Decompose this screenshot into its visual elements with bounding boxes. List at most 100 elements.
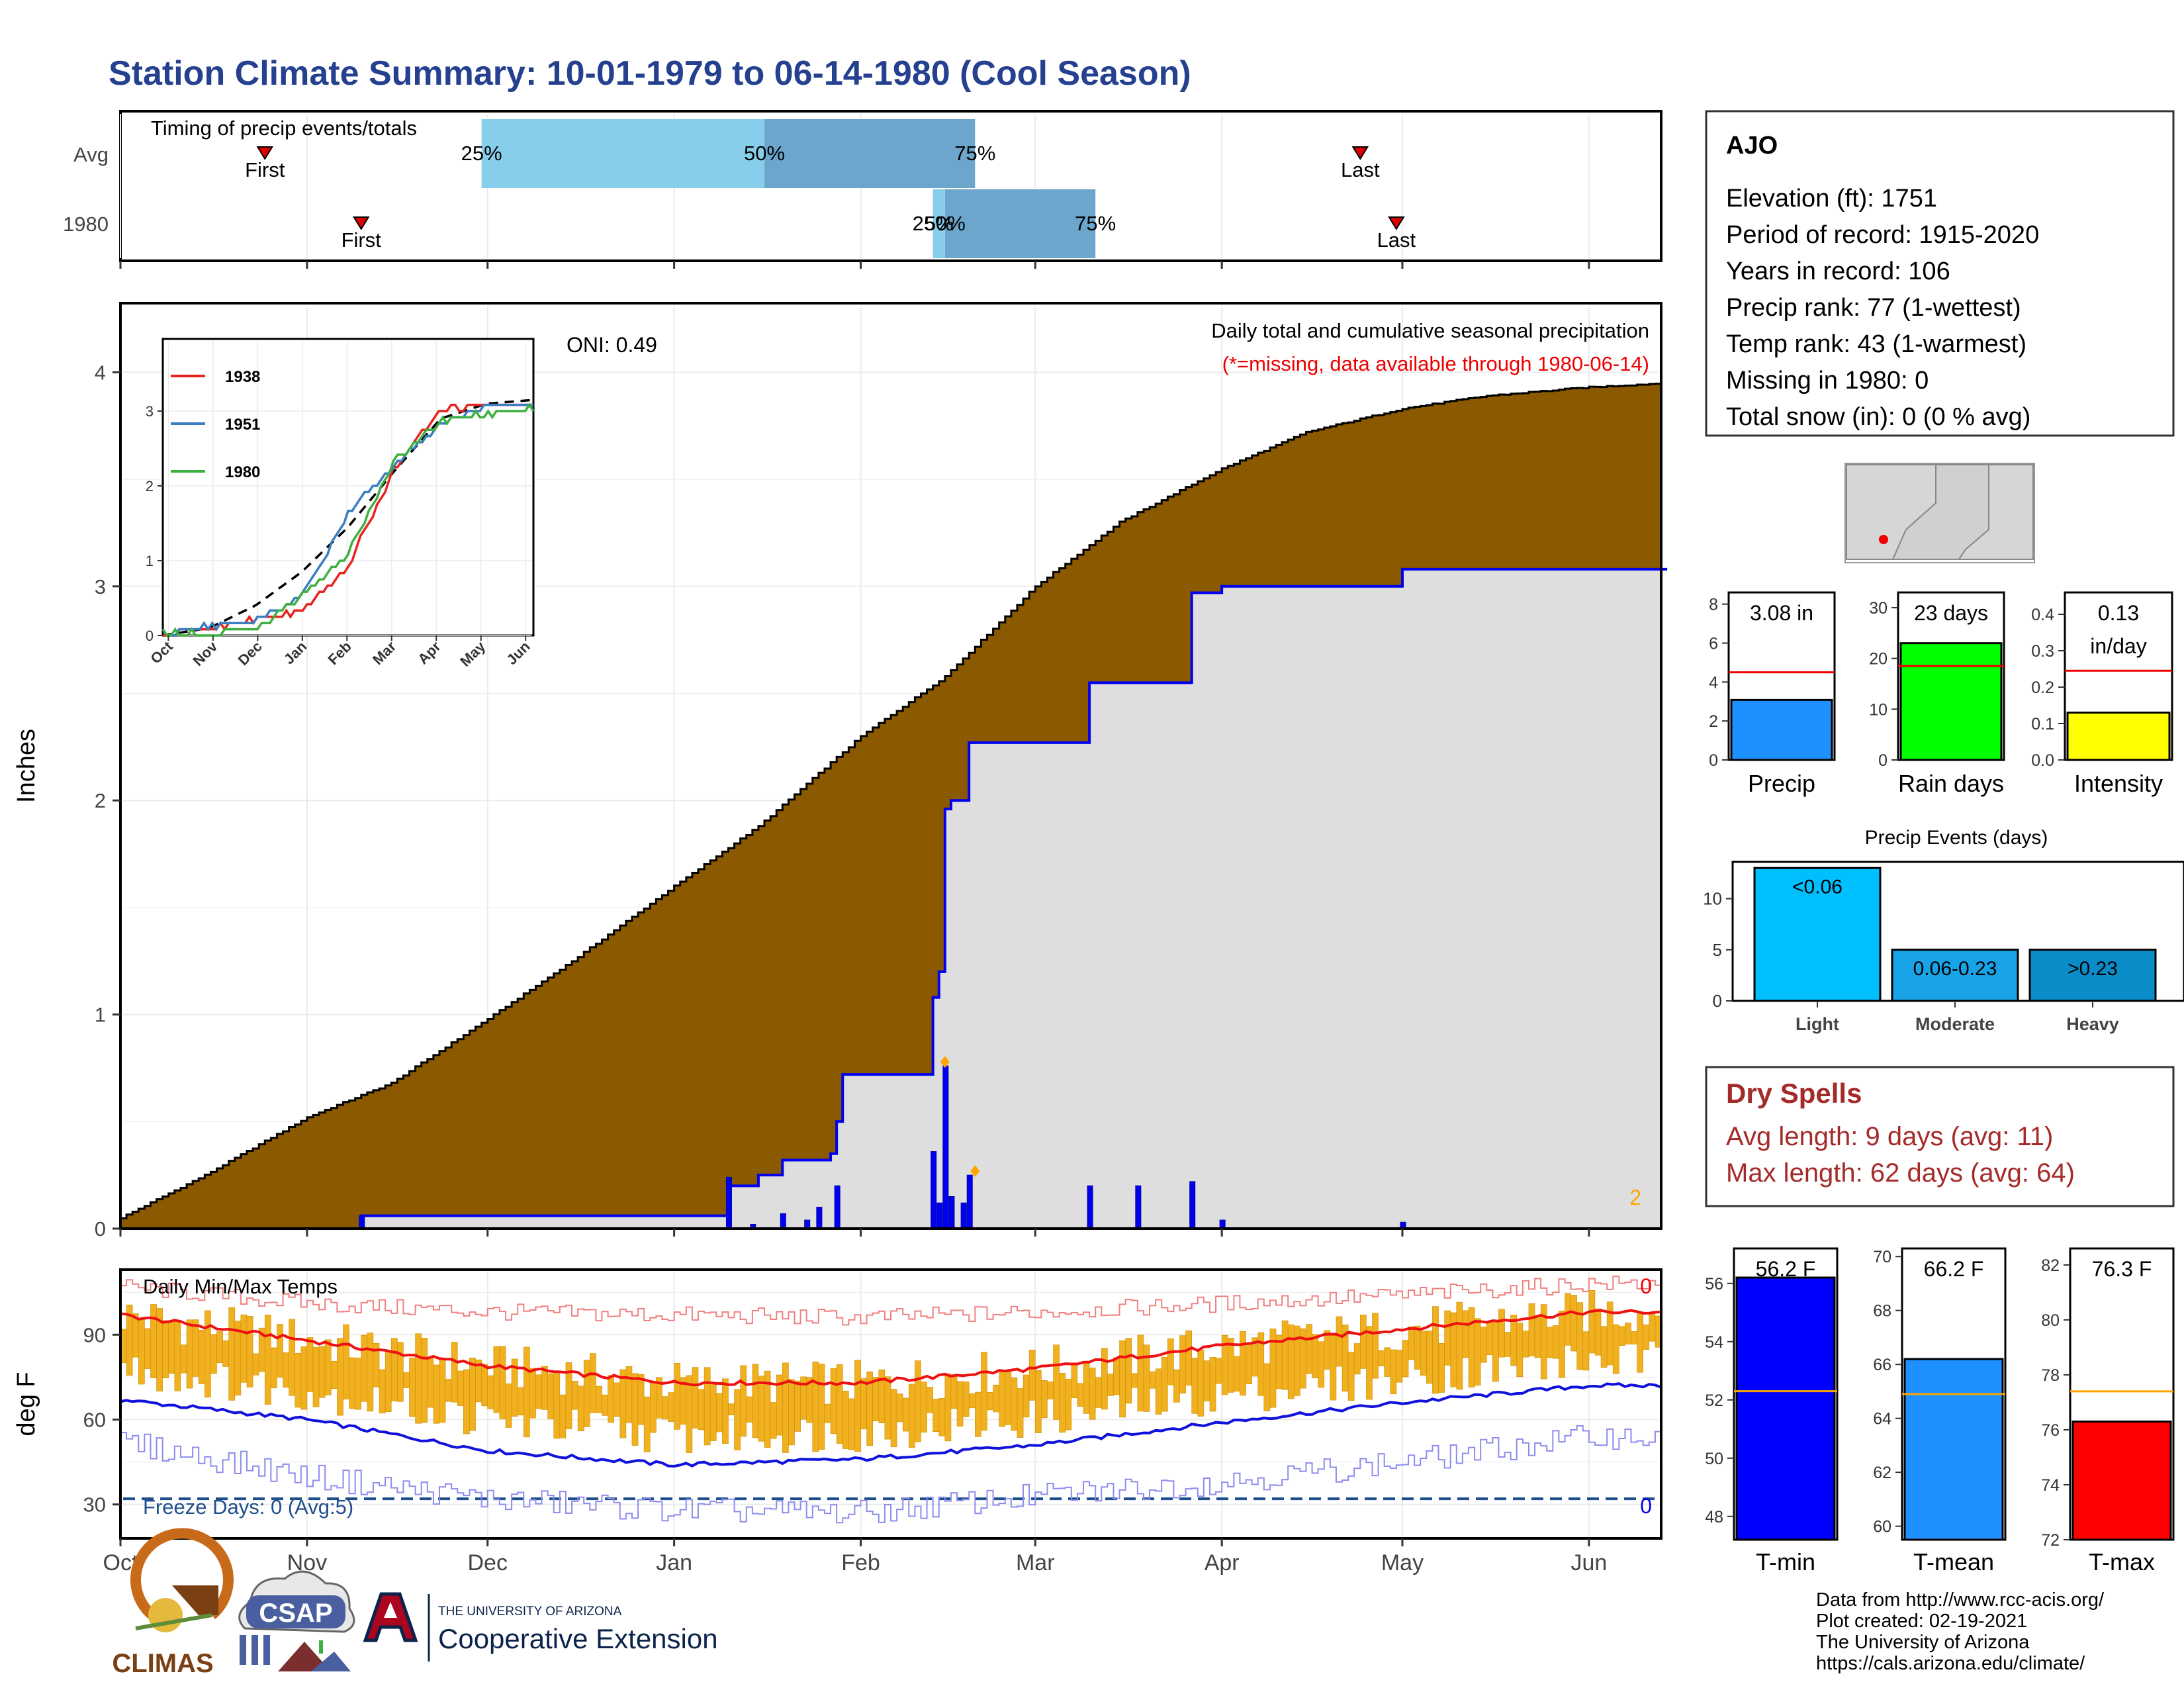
- current-cumulative-area: [120, 569, 1668, 1229]
- precip-events-chart: Precip Events (days) 0 5 10 <0.06 Light 0.06-…: [1703, 827, 2184, 1034]
- daily-temp-bar: [938, 1398, 946, 1436]
- daily-temp-bar: [1095, 1377, 1102, 1408]
- temp-summary-y-tick-label: 62: [1873, 1464, 1891, 1482]
- daily-temp-bar: [295, 1353, 302, 1408]
- daily-temp-bar: [704, 1367, 711, 1446]
- events-category-label: Light: [1796, 1014, 1839, 1034]
- temp-count-top: 0: [1640, 1274, 1652, 1298]
- daily-temp-bar: [1263, 1363, 1271, 1411]
- daily-temp-bar: [1203, 1360, 1210, 1401]
- daily-temp-bar: [933, 1399, 940, 1432]
- daily-temp-bar: [186, 1319, 193, 1389]
- daily-temp-bar: [890, 1389, 897, 1448]
- daily-temp-bar: [1462, 1310, 1469, 1358]
- daily-temp-bar: [583, 1360, 590, 1427]
- temp-summary-y-tick-label: 80: [2041, 1311, 2060, 1330]
- temp-title: Daily Min/Max Temps: [143, 1275, 338, 1298]
- daily-temp-bar: [662, 1396, 668, 1420]
- daily-temp-bar: [433, 1364, 440, 1424]
- daily-temp-bar: [205, 1310, 211, 1398]
- daily-temp-bar: [818, 1364, 825, 1450]
- temp-y-tick-label: 90: [83, 1323, 106, 1346]
- daily-temp-bar: [896, 1393, 903, 1423]
- temp-summary-y-tick-label: 76: [2041, 1421, 2060, 1440]
- precip-subtitle: Daily total and cumulative seasonal prec…: [1211, 319, 1649, 342]
- daily-temp-bar: [788, 1379, 795, 1446]
- temp-summary-category-label: T-min: [1756, 1548, 1815, 1575]
- mini-bar-y-tick-label: 0.2: [2031, 679, 2054, 697]
- ua-big-text: Cooperative Extension: [438, 1623, 718, 1654]
- daily-temp-bar: [625, 1366, 633, 1423]
- mini-bar-category-label: Precip: [1748, 770, 1815, 797]
- daily-temp-bar: [1028, 1350, 1036, 1401]
- csap-logo: CSAP: [238, 1570, 355, 1671]
- daily-temp-bar: [553, 1373, 561, 1439]
- daily-temp-bar: [210, 1334, 217, 1374]
- temp-summary-y-tick-label: 64: [1873, 1410, 1891, 1429]
- daily-temp-bar: [1053, 1344, 1060, 1420]
- daily-temp-bar: [692, 1367, 699, 1429]
- inset-y-tick-label: 3: [146, 403, 154, 420]
- mini-bar-y-tick-label: 20: [1869, 650, 1888, 669]
- daily-temp-bar: [1414, 1325, 1421, 1370]
- temp-summary-y-tick-label: 72: [2041, 1531, 2060, 1550]
- daily-temp-bar: [1625, 1323, 1631, 1344]
- daily-temp-bar: [1347, 1352, 1355, 1401]
- events-y-tick-label: 5: [1713, 940, 1722, 960]
- daily-temp-bar: [150, 1304, 157, 1378]
- daily-temp-bar: [674, 1362, 681, 1430]
- precip-y-tick-label: 2: [95, 789, 106, 812]
- events-bar-label: <0.06: [1792, 876, 1843, 898]
- footer-line: Data from http://www.rcc-acis.org/: [1816, 1589, 2105, 1611]
- daily-precip-bar: [359, 1215, 365, 1229]
- first-event-marker-label: First: [341, 228, 382, 252]
- daily-precip-bar: [816, 1207, 823, 1229]
- daily-temp-bar: [415, 1333, 422, 1424]
- daily-temp-bar: [1546, 1327, 1553, 1358]
- daily-temp-bar: [1077, 1383, 1084, 1407]
- daily-temp-bar: [343, 1324, 349, 1400]
- daily-temp-bar: [1559, 1311, 1565, 1378]
- heavy-event-marker: [940, 1056, 950, 1068]
- daily-temp-bar: [698, 1389, 705, 1430]
- daily-temp-bar: [198, 1329, 205, 1384]
- daily-temp-bar: [337, 1338, 343, 1416]
- mini-bar-y-tick-label: 0: [1709, 751, 1718, 770]
- daily-temp-bar: [517, 1387, 524, 1416]
- daily-precip-bar: [1087, 1185, 1093, 1229]
- daily-temp-bar: [1318, 1341, 1325, 1388]
- daily-temp-bar: [975, 1391, 981, 1437]
- csap-logo-text: CSAP: [259, 1599, 332, 1628]
- daily-temp-bar: [1631, 1331, 1637, 1344]
- daily-precip-bar: [780, 1213, 786, 1229]
- mini-bar-y-tick-label: 2: [1709, 712, 1718, 731]
- daily-temp-bar: [1293, 1325, 1300, 1396]
- mini-bar-chart-precip: 0 2 4 6 8 3.08 in Precip: [1709, 591, 1836, 797]
- daily-temp-bar: [529, 1368, 536, 1419]
- daily-temp-bar: [854, 1360, 861, 1452]
- daily-temp-bar: [306, 1337, 314, 1392]
- first-event-marker-label: First: [245, 158, 285, 181]
- mini-bar-y-tick-label: 0.1: [2031, 715, 2054, 733]
- daily-temp-bar: [1101, 1348, 1108, 1410]
- daily-temp-bar: [1113, 1357, 1120, 1395]
- last-event-marker: [1388, 216, 1405, 230]
- quartile-label: 25%: [913, 212, 954, 235]
- daily-temp-bar: [168, 1320, 175, 1374]
- daily-temp-bar: [1041, 1380, 1048, 1419]
- daily-temp-bar: [463, 1369, 470, 1434]
- mini-bar-value-bar: [2066, 712, 2171, 761]
- daily-temp-bar: [1420, 1331, 1427, 1376]
- dry-spells-avg: Avg length: 9 days (avg: 11): [1726, 1122, 2053, 1151]
- dry-spells-box: Dry Spells Avg length: 9 days (avg: 11) …: [1705, 1066, 2175, 1207]
- analog-1980-line: [161, 402, 535, 637]
- daily-temp-bar: [637, 1374, 645, 1425]
- timing-panel: Timing of precip events/totals Avg 1980 …: [63, 110, 1662, 269]
- precip-y-tick-label: 0: [95, 1217, 106, 1241]
- daily-temp-bar: [1534, 1315, 1541, 1358]
- daily-temp-bar: [1215, 1358, 1222, 1384]
- events-category-label: Heavy: [2066, 1014, 2119, 1034]
- daily-temp-bar: [722, 1378, 729, 1444]
- daily-temp-bar: [1582, 1331, 1590, 1371]
- station-line: Period of record: 1915-2020: [1726, 221, 2039, 249]
